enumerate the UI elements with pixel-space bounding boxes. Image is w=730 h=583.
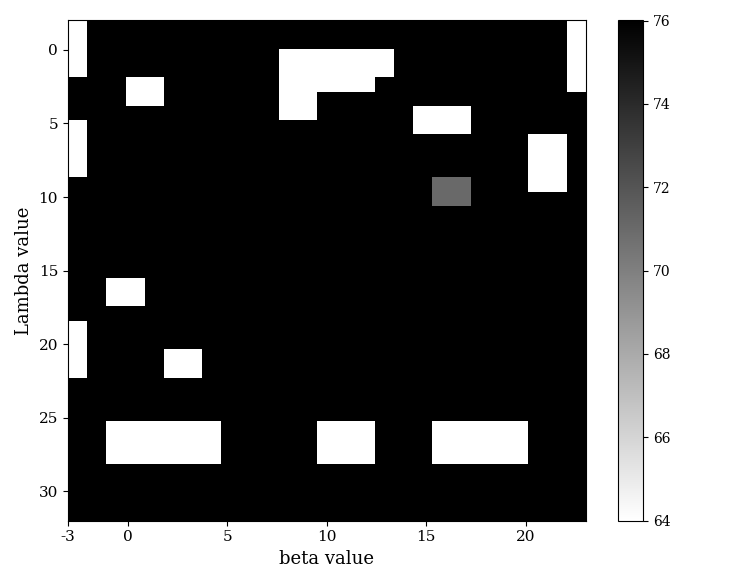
Y-axis label: Lambda value: Lambda value (15, 206, 33, 335)
X-axis label: beta value: beta value (279, 550, 374, 568)
